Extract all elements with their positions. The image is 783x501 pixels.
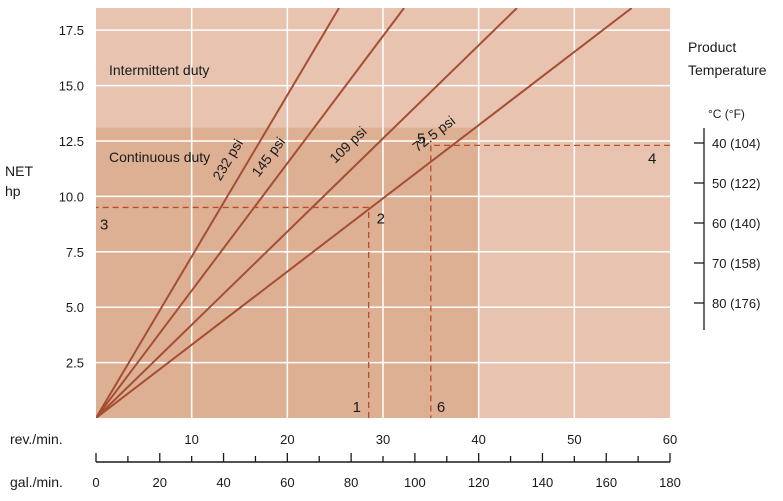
x-tick-label-4: 50 xyxy=(567,432,581,447)
y-tick-label-1: 5.0 xyxy=(66,300,84,315)
temperature-tick-label-2: 60 (140) xyxy=(712,216,760,231)
x-tick-label-3: 40 xyxy=(471,432,485,447)
intermittent-duty-label: Intermittent duty xyxy=(109,62,209,78)
y-axis-label-line1: NET xyxy=(5,163,33,179)
x-tick-label-0: 10 xyxy=(184,432,198,447)
gpm-tick-label-5: 100 xyxy=(404,475,426,490)
y-tick-label-6: 17.5 xyxy=(59,23,84,38)
point-label-4: 4 xyxy=(648,150,656,167)
temperature-tick-label-4: 80 (176) xyxy=(712,296,760,311)
temperature-unit-label: °C (°F) xyxy=(708,107,745,121)
series-line-2 xyxy=(96,8,518,418)
gpm-tick-label-2: 40 xyxy=(216,475,230,490)
gpm-tick-label-0: 0 xyxy=(92,475,99,490)
y-tick-label-4: 12.5 xyxy=(59,134,84,149)
gpm-tick-label-8: 160 xyxy=(595,475,617,490)
temperature-title-line2: Temperature xyxy=(688,62,767,78)
y-axis-label-line2: hp xyxy=(5,183,21,199)
temperature-title-line1: Product xyxy=(688,39,736,55)
temperature-tick-label-0: 40 (104) xyxy=(712,136,760,151)
x-tick-label-2: 30 xyxy=(376,432,390,447)
gpm-tick-label-6: 120 xyxy=(468,475,490,490)
y-tick-label-2: 7.5 xyxy=(66,245,84,260)
gpm-tick-label-3: 60 xyxy=(280,475,294,490)
x-axis-label: rev./min. xyxy=(10,431,63,447)
temperature-tick-label-1: 50 (122) xyxy=(712,176,760,191)
point-label-1: 1 xyxy=(353,399,361,416)
temperature-tick-label-3: 70 (158) xyxy=(712,256,760,271)
gpm-tick-label-1: 20 xyxy=(153,475,167,490)
series-line-1 xyxy=(96,8,405,418)
point-label-2: 2 xyxy=(377,210,385,227)
y-tick-label-3: 10.0 xyxy=(59,189,84,204)
point-label-5: 5 xyxy=(417,130,425,147)
y-tick-label-0: 2.5 xyxy=(66,356,84,371)
gpm-tick-label-7: 140 xyxy=(532,475,554,490)
gpm-axis-label: gal./min. xyxy=(10,474,63,490)
x-tick-label-1: 20 xyxy=(280,432,294,447)
series-line-3 xyxy=(96,8,633,418)
point-label-3: 3 xyxy=(100,216,108,233)
gpm-tick-label-9: 180 xyxy=(659,475,681,490)
x-tick-label-5: 60 xyxy=(663,432,677,447)
continuous-duty-label: Continuous duty xyxy=(109,149,210,165)
y-tick-label-5: 15.0 xyxy=(59,79,84,94)
gpm-tick-label-4: 80 xyxy=(344,475,358,490)
series-line-0 xyxy=(96,8,340,418)
point-label-6: 6 xyxy=(437,399,445,416)
